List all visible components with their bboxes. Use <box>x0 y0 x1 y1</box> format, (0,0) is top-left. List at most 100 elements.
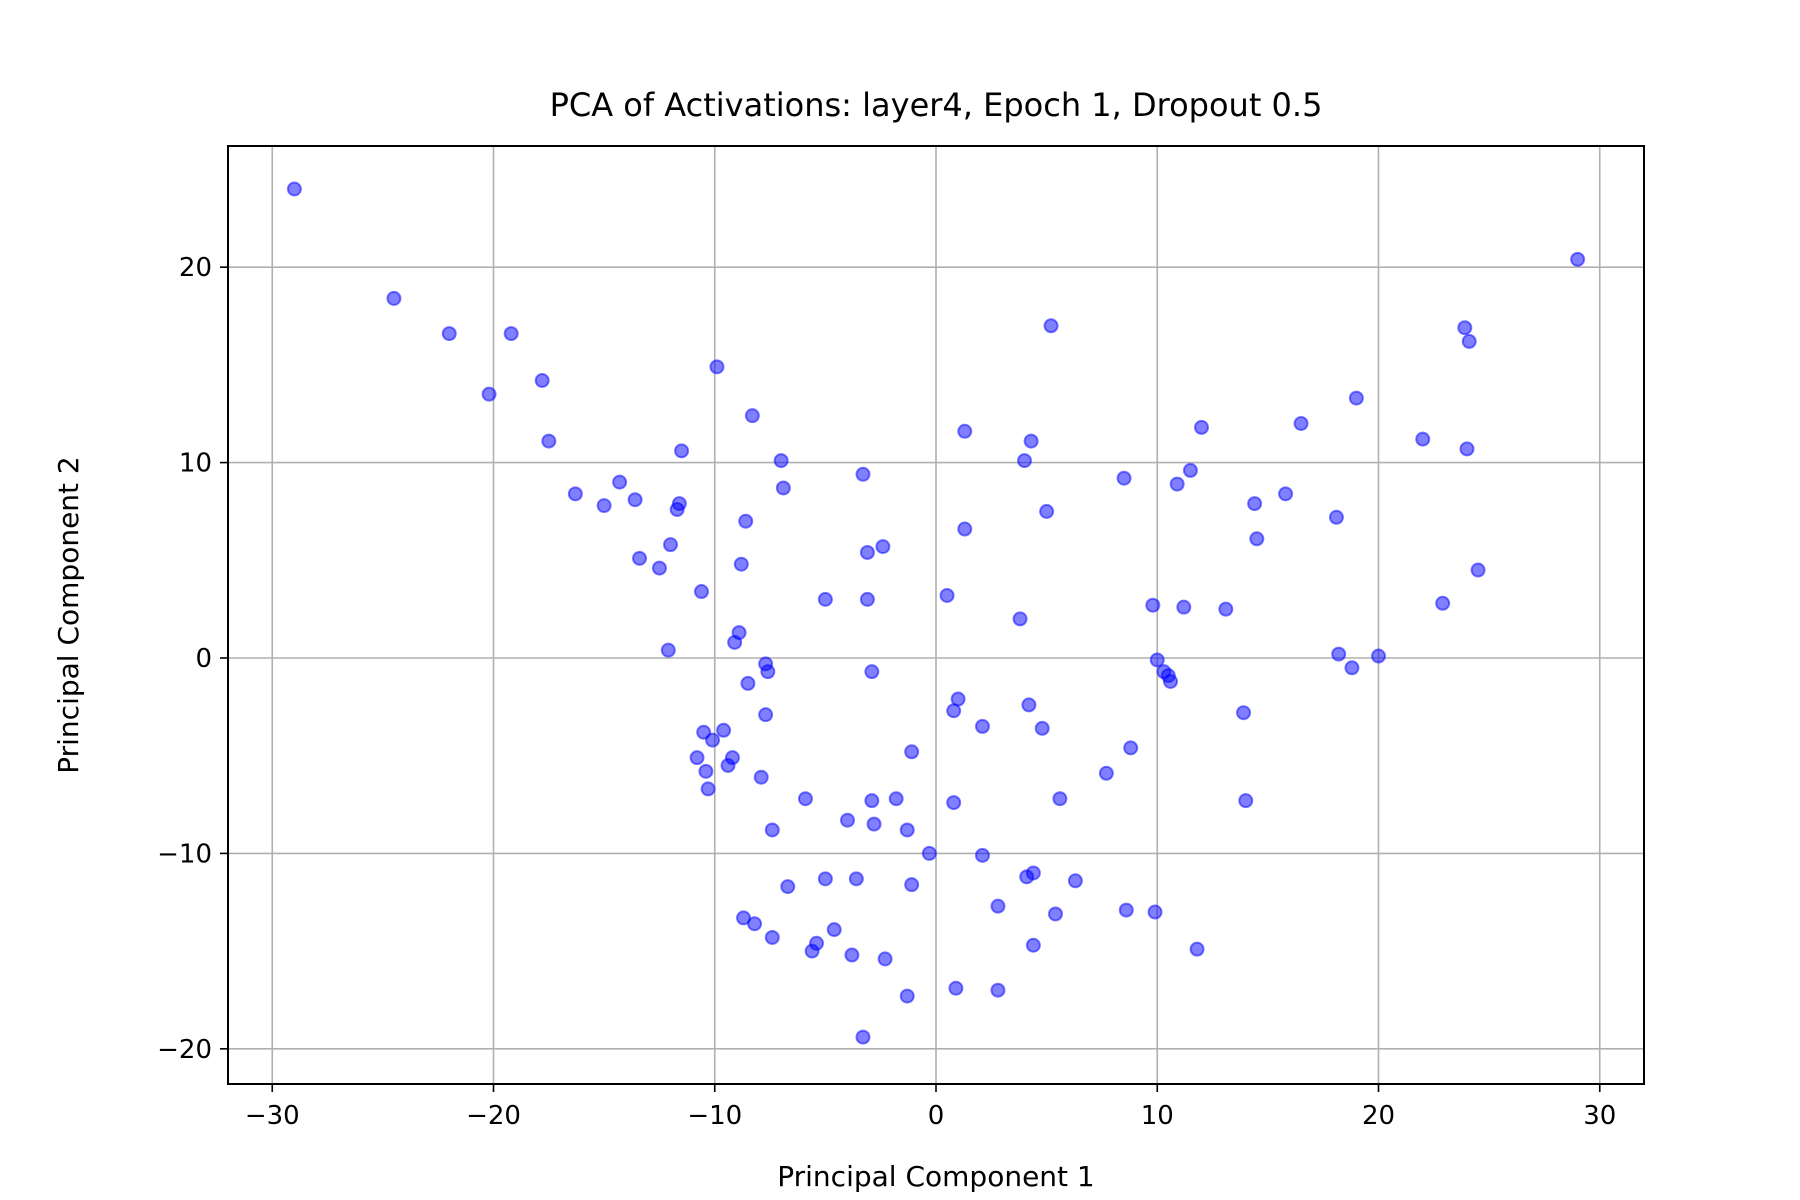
scatter-point <box>1025 865 1041 881</box>
y-tick-label: −10 <box>157 839 212 869</box>
scatter-point <box>1176 599 1192 615</box>
x-tick-label: −10 <box>687 1101 742 1131</box>
scatter-point <box>864 793 880 809</box>
scatter-point <box>596 498 612 514</box>
scatter-point <box>567 486 583 502</box>
scatter-point <box>1344 660 1360 676</box>
scatter-point <box>1570 251 1586 267</box>
scatter-point <box>753 769 769 785</box>
scatter-point <box>817 591 833 607</box>
scatter-point <box>859 591 875 607</box>
scatter-point <box>1435 595 1451 611</box>
scatter-point <box>651 560 667 576</box>
scatter-point <box>1371 648 1386 664</box>
scatter-point <box>864 664 880 680</box>
scatter-point <box>950 691 966 707</box>
scatter-point <box>660 642 676 658</box>
scatter-point <box>1194 419 1209 435</box>
scatter-point <box>773 453 789 469</box>
scatter-point <box>775 480 791 496</box>
scatter-point <box>855 1029 871 1045</box>
scatter-point <box>1331 646 1347 662</box>
scatter-point <box>1293 415 1309 431</box>
x-axis-label: Principal Component 1 <box>777 1160 1095 1193</box>
scatter-point <box>875 539 891 555</box>
scatter-point <box>1052 791 1068 807</box>
scatter-point <box>1249 531 1265 547</box>
y-tick-label: 10 <box>179 449 212 479</box>
x-axis-ticks: −30 −20 −10 0 10 20 30 <box>245 1084 1616 1131</box>
scatter-point <box>689 750 705 766</box>
scatter-point <box>1189 941 1205 957</box>
scatter-point <box>386 290 402 306</box>
scatter-point <box>974 718 990 734</box>
x-tick-label: 30 <box>1583 1101 1616 1131</box>
y-tick-label: −20 <box>157 1035 212 1065</box>
scatter-point <box>877 951 893 967</box>
scatter-point <box>764 822 780 838</box>
scatter-point <box>541 433 557 449</box>
scatter-point <box>946 795 962 811</box>
scatter-point <box>1039 503 1055 519</box>
scatter-point <box>674 443 690 459</box>
scatter-point <box>1025 937 1041 953</box>
x-tick-label: 10 <box>1141 1101 1174 1131</box>
scatter-point <box>1461 333 1477 349</box>
scatter-point <box>888 791 904 807</box>
scatter-point <box>740 675 756 691</box>
scatter-point <box>760 664 776 680</box>
scatter-point <box>1067 873 1083 889</box>
scatter-point <box>441 326 457 342</box>
x-tick-label: −30 <box>245 1101 300 1131</box>
scatter-point <box>1047 906 1063 922</box>
scatter-point <box>758 707 774 723</box>
scatter-point <box>1459 441 1475 457</box>
scatter-point <box>809 935 825 951</box>
scatter-point <box>1169 476 1185 492</box>
scatter-point <box>1017 453 1032 469</box>
scatter-point <box>948 980 964 996</box>
chart-title: PCA of Activations: layer4, Epoch 1, Dro… <box>550 86 1323 124</box>
scatter-point <box>921 845 937 861</box>
scatter-point <box>844 947 860 963</box>
scatter-point <box>1238 793 1254 809</box>
scatter-point <box>1236 705 1252 721</box>
scatter-point <box>1118 902 1134 918</box>
scatter-point <box>724 750 740 766</box>
scatter-point <box>904 744 920 760</box>
scatter-point <box>1218 601 1234 617</box>
scatter-point <box>780 879 796 895</box>
scatter-point <box>1247 496 1263 512</box>
scatter-point <box>716 722 732 738</box>
scatter-point <box>481 386 497 402</box>
scatter-point <box>632 550 648 566</box>
scatter-point <box>848 871 864 887</box>
scatter-point <box>693 584 709 600</box>
scatter-point <box>826 922 842 938</box>
scatter-point <box>840 812 855 828</box>
scatter-point <box>1012 611 1028 627</box>
y-axis-label: Principal Component 2 <box>52 456 85 774</box>
scatter-point <box>1163 673 1179 689</box>
scatter-point <box>671 496 687 512</box>
x-tick-label: −20 <box>466 1101 521 1131</box>
scatter-point <box>612 474 628 490</box>
scatter-point <box>534 373 550 388</box>
scatter-point <box>899 822 915 838</box>
scatter-point <box>744 408 760 424</box>
x-tick-label: 20 <box>1362 1101 1395 1131</box>
scatter-point <box>1415 431 1431 447</box>
scatter-point <box>1023 433 1039 449</box>
scatter-point <box>1098 765 1114 781</box>
scatter-point <box>817 871 833 887</box>
y-tick-label: 0 <box>195 644 212 674</box>
scatter-point <box>1123 740 1139 756</box>
scatter-point <box>700 781 716 797</box>
scatter-point <box>738 513 754 529</box>
scatter-point <box>1145 597 1161 613</box>
scatter-point <box>1328 509 1344 525</box>
scatter-point <box>286 181 302 197</box>
scatter-point <box>904 877 920 893</box>
scatter-point <box>705 732 721 748</box>
